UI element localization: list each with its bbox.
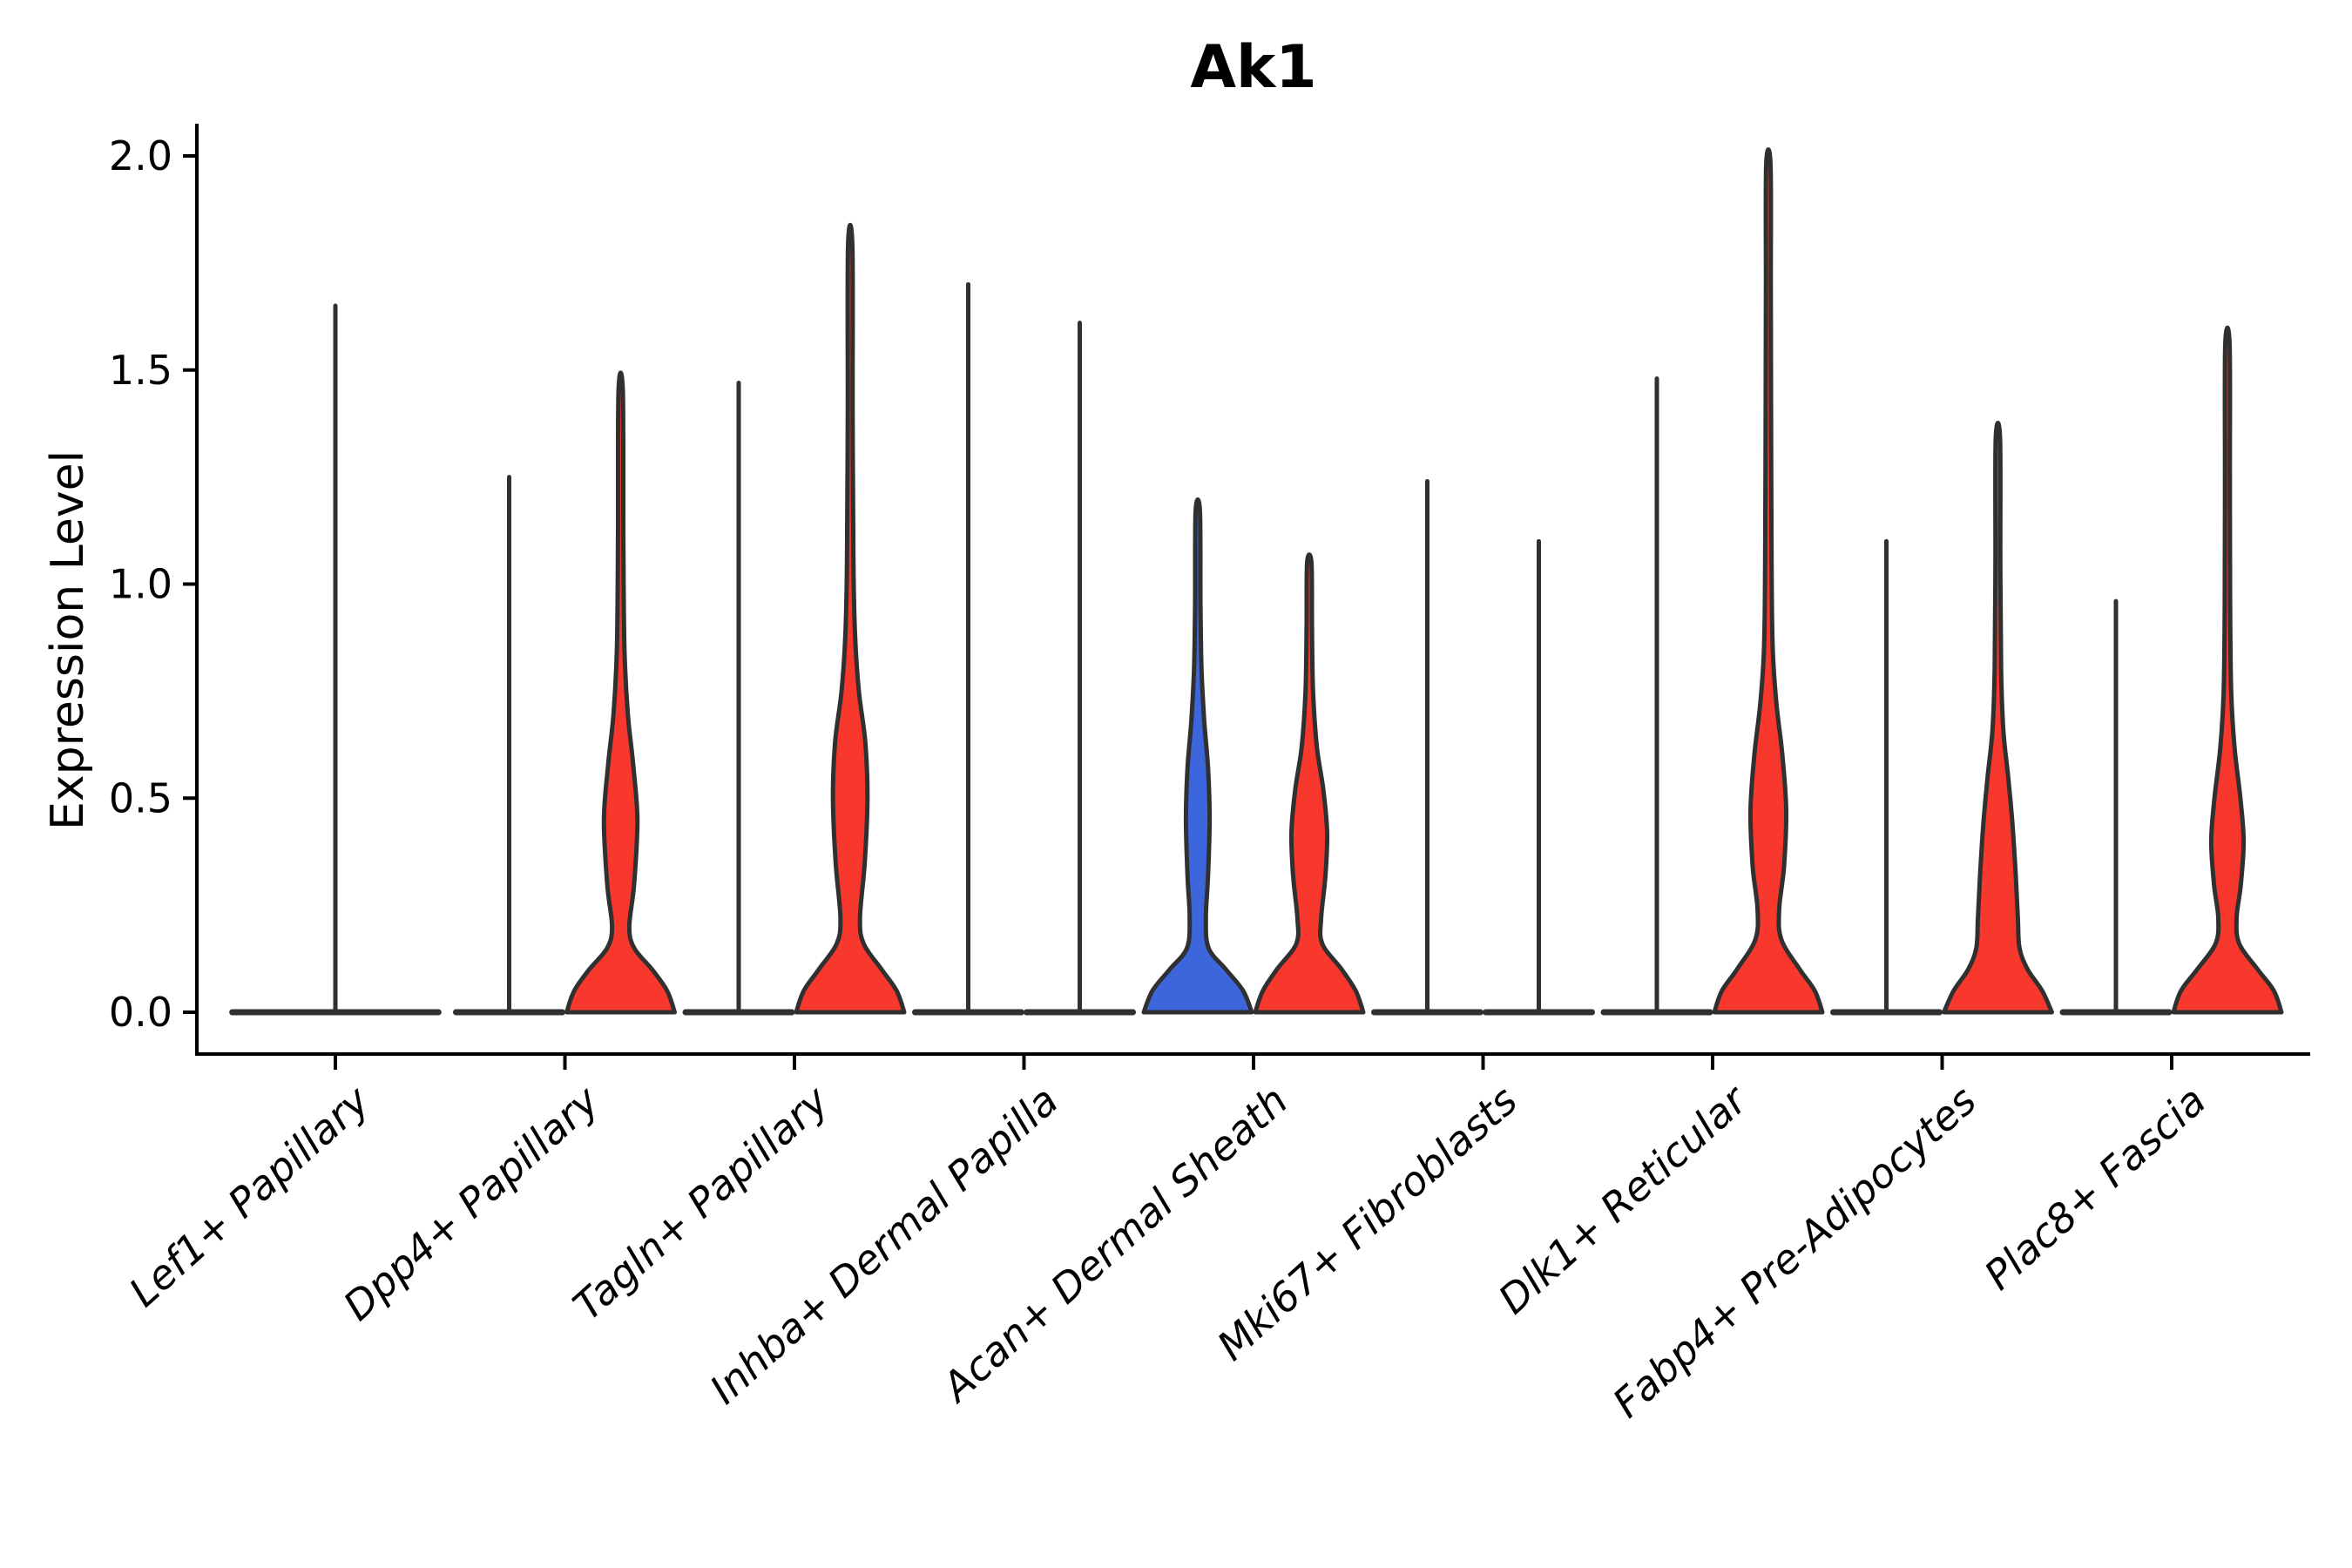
x-tick-label: Plac8+ Fascia: [1975, 1077, 2214, 1299]
violin-group-6: [1371, 479, 1595, 1016]
violin-density-Fabp4+ Pre-Adipocytes: [1942, 421, 2054, 1015]
x-tick-label: Lef1+ Papillary: [120, 1077, 379, 1316]
violin-group-7: [1600, 147, 1825, 1016]
y-tick-label: 1.5: [109, 347, 172, 394]
violin-density-Dpp4+ Papillary: [564, 370, 677, 1015]
violins-layer: [229, 147, 2284, 1016]
x-tick-label: Fabp4+ Pre-Adipocytes: [1604, 1077, 1985, 1427]
violin-group-3: [682, 223, 907, 1016]
violin-group-8: [1830, 421, 2054, 1016]
violin-density-Acan+ Dermal Sheath: [1253, 552, 1366, 1015]
violin-group-2: [453, 370, 677, 1016]
violin-density-Tagln+ Papillary: [794, 223, 907, 1015]
y-tick-label: 2.0: [109, 132, 172, 179]
y-tick-label: 0.0: [109, 989, 172, 1036]
violin-density-Acan+ Dermal Sheath: [1141, 497, 1254, 1015]
y-axis-label: Expression Level: [42, 450, 94, 830]
y-tick-label: 1.0: [109, 561, 172, 608]
violin-group-1: [229, 303, 442, 1016]
x-tick-label: Dlk1+ Reticular: [1490, 1075, 1758, 1323]
chart-title: Ak1: [1190, 33, 1316, 102]
violin-density-Plac8+ Fascia: [2171, 325, 2284, 1015]
y-tick-label: 0.5: [109, 774, 172, 821]
violin-group-4: [912, 281, 1136, 1016]
y-axis: 0.0 0.5 1.0 1.5 2.0: [109, 132, 197, 1036]
violin-group-9: [2059, 325, 2284, 1016]
violin-density-Dlk1+ Reticular: [1712, 147, 1825, 1015]
violin-group-5: [1141, 497, 1366, 1015]
